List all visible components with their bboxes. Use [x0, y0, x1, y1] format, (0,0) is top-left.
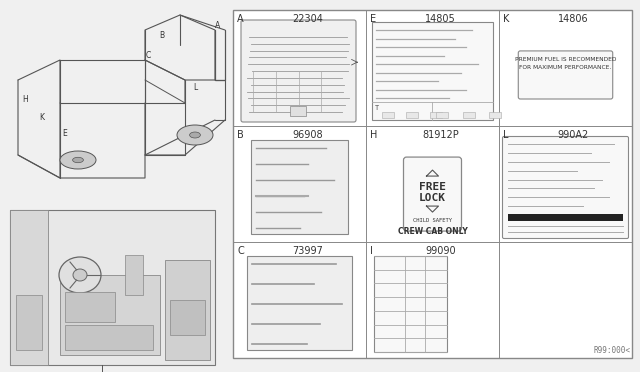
Text: B: B — [159, 31, 164, 39]
Text: PREMIUM FUEL IS RECOMMENDED: PREMIUM FUEL IS RECOMMENDED — [515, 57, 616, 62]
Text: 14806: 14806 — [558, 14, 589, 24]
Bar — [436, 112, 448, 118]
Text: A: A — [216, 20, 221, 29]
Text: CREW CAB ONLY: CREW CAB ONLY — [397, 227, 467, 236]
Text: I: I — [370, 246, 373, 256]
Bar — [170, 300, 205, 335]
Text: K: K — [40, 112, 45, 122]
Bar — [65, 325, 153, 350]
Text: 96908: 96908 — [292, 130, 323, 140]
Ellipse shape — [60, 151, 96, 169]
Bar — [489, 112, 501, 118]
Text: E: E — [63, 128, 67, 138]
Text: T: T — [375, 105, 380, 111]
Text: L: L — [503, 130, 509, 140]
Ellipse shape — [73, 269, 87, 281]
Bar — [508, 214, 623, 221]
Text: LOCK: LOCK — [419, 193, 446, 203]
Text: A: A — [237, 14, 244, 24]
Text: B: B — [237, 130, 244, 140]
Bar — [10, 210, 48, 365]
Text: H: H — [22, 96, 28, 105]
Text: FREE: FREE — [419, 182, 446, 192]
Bar — [10, 210, 215, 365]
Text: FOR MAXIMUM PERFORMANCE.: FOR MAXIMUM PERFORMANCE. — [520, 65, 612, 70]
Ellipse shape — [59, 257, 101, 293]
Text: L: L — [193, 83, 197, 93]
Text: 22304: 22304 — [292, 14, 323, 24]
Bar — [65, 292, 115, 322]
FancyBboxPatch shape — [403, 157, 461, 231]
Text: R99:000<: R99:000< — [593, 346, 630, 355]
Ellipse shape — [177, 125, 213, 145]
Bar — [60, 275, 160, 355]
FancyBboxPatch shape — [518, 51, 612, 99]
Bar — [251, 140, 348, 234]
Text: C: C — [145, 51, 150, 60]
Bar — [382, 112, 394, 118]
Text: 81912P: 81912P — [422, 130, 459, 140]
Text: 990A2: 990A2 — [558, 130, 589, 140]
Bar — [165, 260, 210, 360]
Ellipse shape — [189, 132, 200, 138]
Bar — [290, 106, 306, 116]
Text: E: E — [370, 14, 376, 24]
FancyBboxPatch shape — [241, 20, 356, 122]
Bar — [247, 256, 352, 350]
Bar — [125, 255, 143, 295]
Text: 14805: 14805 — [425, 14, 456, 24]
Bar — [430, 112, 442, 118]
Bar — [233, 10, 632, 358]
Text: 99090: 99090 — [425, 246, 456, 256]
Text: 73997: 73997 — [292, 246, 323, 256]
Bar — [16, 295, 42, 350]
Text: CHILD SAFETY: CHILD SAFETY — [413, 218, 452, 223]
FancyBboxPatch shape — [502, 137, 628, 238]
Text: K: K — [503, 14, 509, 24]
Bar — [463, 112, 474, 118]
Text: C: C — [237, 246, 244, 256]
Bar — [406, 112, 418, 118]
Text: H: H — [370, 130, 378, 140]
Bar — [374, 256, 447, 352]
Ellipse shape — [72, 157, 83, 163]
Bar — [372, 22, 493, 120]
